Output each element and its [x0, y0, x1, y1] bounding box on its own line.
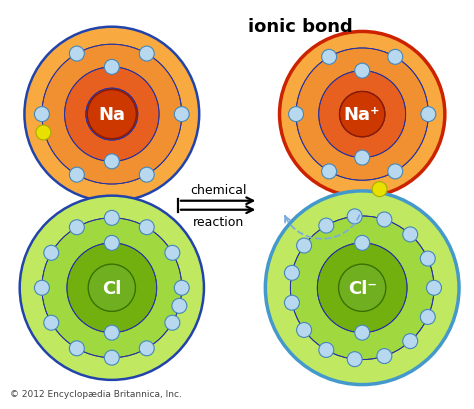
Circle shape — [42, 45, 182, 184]
Circle shape — [88, 265, 136, 312]
Circle shape — [104, 326, 119, 340]
Circle shape — [289, 108, 303, 122]
Text: Cl⁻: Cl⁻ — [348, 279, 377, 297]
Circle shape — [297, 323, 311, 337]
Circle shape — [355, 151, 370, 166]
Circle shape — [104, 351, 119, 365]
Circle shape — [319, 72, 406, 158]
Circle shape — [338, 265, 386, 312]
Circle shape — [377, 213, 392, 227]
Circle shape — [372, 182, 387, 197]
Circle shape — [139, 47, 154, 62]
Circle shape — [165, 315, 180, 330]
Circle shape — [25, 28, 199, 202]
Circle shape — [89, 265, 135, 311]
Circle shape — [64, 68, 159, 162]
Text: Cl: Cl — [102, 279, 121, 297]
Circle shape — [104, 60, 119, 75]
Circle shape — [35, 108, 49, 122]
Circle shape — [322, 50, 337, 65]
Text: reaction: reaction — [192, 215, 244, 228]
Circle shape — [104, 236, 119, 251]
Circle shape — [296, 49, 428, 181]
Circle shape — [377, 349, 392, 364]
Circle shape — [421, 108, 436, 122]
Circle shape — [20, 196, 204, 380]
Circle shape — [42, 218, 182, 358]
Circle shape — [44, 246, 59, 261]
Circle shape — [172, 299, 187, 314]
Circle shape — [317, 243, 407, 333]
Circle shape — [139, 220, 154, 235]
Circle shape — [297, 238, 311, 254]
Circle shape — [139, 341, 154, 356]
Circle shape — [403, 227, 418, 242]
Circle shape — [165, 246, 180, 261]
Circle shape — [280, 32, 445, 197]
Circle shape — [44, 315, 59, 330]
Circle shape — [86, 89, 138, 141]
Text: Na: Na — [98, 106, 125, 124]
Circle shape — [347, 209, 362, 224]
Text: chemical: chemical — [190, 184, 246, 197]
Circle shape — [36, 126, 51, 141]
Circle shape — [104, 155, 119, 169]
Circle shape — [355, 236, 370, 251]
Text: Na⁺: Na⁺ — [344, 106, 381, 124]
Circle shape — [265, 191, 459, 385]
Circle shape — [427, 281, 441, 296]
Circle shape — [388, 164, 403, 180]
Circle shape — [355, 64, 370, 79]
Circle shape — [420, 310, 435, 325]
Circle shape — [284, 295, 300, 310]
Circle shape — [69, 168, 84, 183]
Circle shape — [420, 252, 435, 266]
Circle shape — [339, 92, 385, 137]
Circle shape — [139, 168, 154, 183]
Text: © 2012 Encyclopædia Britannica, Inc.: © 2012 Encyclopædia Britannica, Inc. — [10, 389, 182, 398]
Text: ionic bond: ionic bond — [248, 18, 353, 36]
Circle shape — [104, 211, 119, 226]
Circle shape — [322, 164, 337, 180]
Circle shape — [403, 334, 418, 349]
Circle shape — [284, 266, 300, 281]
Circle shape — [339, 92, 385, 137]
Circle shape — [355, 326, 370, 340]
Circle shape — [69, 341, 84, 356]
Circle shape — [291, 216, 434, 360]
Circle shape — [174, 281, 189, 296]
Circle shape — [319, 343, 334, 357]
Circle shape — [174, 108, 189, 122]
Circle shape — [35, 281, 49, 296]
Circle shape — [339, 265, 385, 311]
Circle shape — [67, 243, 157, 333]
Circle shape — [388, 50, 403, 65]
Circle shape — [69, 220, 84, 235]
Circle shape — [69, 47, 84, 62]
Circle shape — [319, 218, 334, 234]
Circle shape — [347, 352, 362, 367]
Circle shape — [87, 90, 137, 139]
